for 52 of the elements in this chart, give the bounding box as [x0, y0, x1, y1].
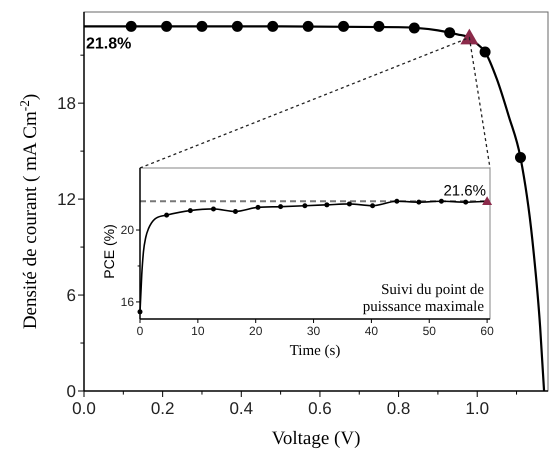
point — [210, 206, 216, 212]
point — [232, 209, 238, 214]
y-tick-label: 18 — [57, 94, 76, 114]
point — [324, 202, 330, 208]
point — [463, 200, 468, 205]
point — [416, 200, 422, 205]
x-tick-label: 0.0 — [72, 399, 96, 418]
point — [373, 20, 384, 32]
point — [196, 20, 208, 32]
point — [438, 198, 444, 204]
x-tick-label: 20 — [249, 324, 263, 338]
point — [164, 212, 170, 218]
x-tick-label: 0.6 — [308, 399, 332, 418]
point — [480, 46, 491, 58]
x-tick-label: 30 — [306, 324, 321, 338]
point — [256, 204, 261, 210]
annotation: Suivi du point de puissance maximale — [362, 282, 484, 315]
x-tick-label: 0.8 — [386, 399, 410, 418]
point — [126, 20, 137, 32]
point — [302, 203, 308, 208]
x-tick-label: 50 — [422, 324, 436, 338]
y-tick-label: 6 — [66, 286, 76, 305]
point — [232, 20, 243, 32]
x-tick-label: 60 — [480, 324, 494, 338]
annotation: 21.8% — [86, 35, 132, 52]
y-tick-label: 0 — [66, 382, 76, 401]
point — [514, 152, 526, 164]
point — [370, 203, 376, 208]
x-axis-title: Voltage (V) — [272, 428, 360, 449]
y-axis-title: PCE (%) — [101, 224, 117, 279]
point — [161, 20, 172, 32]
x-tick-label: 10 — [191, 324, 205, 338]
point — [267, 20, 278, 32]
ref-line-label: 21.6% — [443, 182, 486, 200]
point — [278, 204, 284, 210]
x-tick-label: 40 — [364, 324, 378, 338]
point — [346, 201, 352, 206]
x-tick-label: 0.2 — [150, 399, 174, 418]
point — [482, 196, 492, 206]
x-axis-title: Time (s) — [290, 343, 340, 359]
point — [394, 198, 400, 204]
y-tick-label: 16 — [120, 295, 134, 310]
point — [338, 20, 350, 32]
point — [302, 20, 314, 32]
x-tick-label: 0.4 — [229, 399, 254, 418]
x-tick-label: 0 — [136, 324, 144, 338]
y-tick-label: 12 — [57, 190, 76, 210]
point — [188, 208, 193, 214]
x-tick-label: 1.0 — [465, 399, 490, 418]
point — [408, 22, 420, 34]
point — [460, 28, 478, 44]
point — [444, 27, 456, 38]
